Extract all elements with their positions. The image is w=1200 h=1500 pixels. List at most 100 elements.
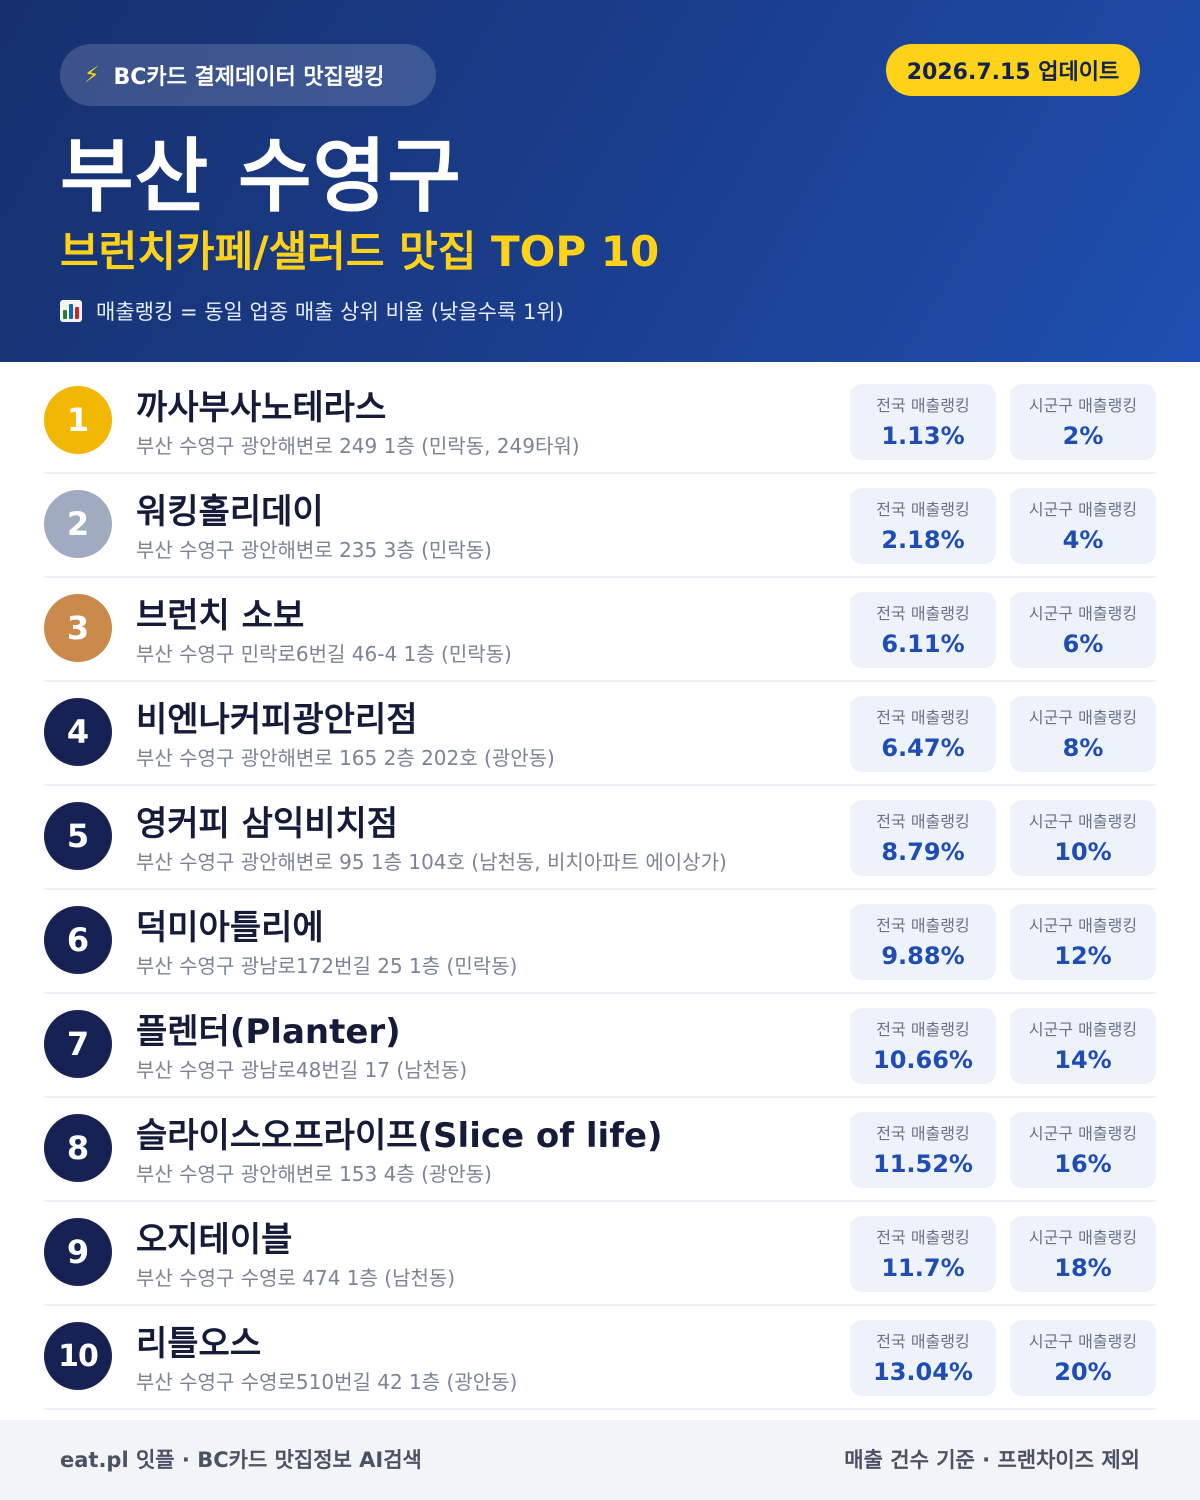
- national-ranking-value: 10.66%: [873, 1046, 973, 1074]
- district-ranking-value: 16%: [1054, 1150, 1112, 1178]
- national-ranking-label: 전국 매출랭킹: [876, 1228, 970, 1247]
- restaurant-address: 부산 수영구 수영로510번길 42 1층 (광안동): [136, 1370, 518, 1394]
- district-ranking-label: 시군구 매출랭킹: [1028, 916, 1138, 935]
- national-ranking-label: 전국 매출랭킹: [876, 916, 970, 935]
- district-ranking-label: 시군구 매출랭킹: [1028, 1332, 1138, 1351]
- restaurant-row[interactable]: 2 워킹홀리데이 부산 수영구 광안해변로 235 3층 (민락동) 전국 매출…: [44, 474, 1156, 578]
- page-subtitle: 브런치카페/샐러드 맛집 TOP 10: [60, 227, 660, 276]
- restaurant-row[interactable]: 3 브런치 소보 부산 수영구 민락로6번길 46-4 1층 (민락동) 전국 …: [44, 578, 1156, 682]
- national-ranking-card: 전국 매출랭킹 2.18%: [850, 488, 996, 564]
- district-ranking-label: 시군구 매출랭킹: [1028, 1020, 1138, 1039]
- restaurant-address: 부산 수영구 수영로 474 1층 (남천동): [136, 1266, 456, 1290]
- district-ranking-label: 시군구 매출랭킹: [1028, 708, 1138, 727]
- source-label: BC카드 결제데이터 맛집랭킹: [113, 65, 385, 90]
- district-ranking-card: 시군구 매출랭킹 14%: [1010, 1008, 1156, 1084]
- district-ranking-value: 2%: [1062, 422, 1104, 450]
- district-ranking-label: 시군구 매출랭킹: [1028, 396, 1138, 415]
- district-ranking-card: 시군구 매출랭킹 16%: [1010, 1112, 1156, 1188]
- restaurant-address: 부산 수영구 광안해변로 153 4층 (광안동): [136, 1162, 492, 1186]
- national-ranking-card: 전국 매출랭킹 9.88%: [850, 904, 996, 980]
- national-ranking-label: 전국 매출랭킹: [876, 1020, 970, 1039]
- restaurant-row[interactable]: 4 비엔나커피광안리점 부산 수영구 광안해변로 165 2층 202호 (광안…: [44, 682, 1156, 786]
- national-ranking-card: 전국 매출랭킹 1.13%: [850, 384, 996, 460]
- district-ranking-value: 4%: [1062, 526, 1104, 554]
- national-ranking-value: 11.52%: [873, 1150, 973, 1178]
- district-ranking-card: 시군구 매출랭킹 2%: [1010, 384, 1156, 460]
- restaurant-name[interactable]: 슬라이스오프라이프(Slice of life): [136, 1116, 663, 1156]
- restaurant-row[interactable]: 7 플렌터(Planter) 부산 수영구 광남로48번길 17 (남천동) 전…: [44, 994, 1156, 1098]
- restaurant-name[interactable]: 브런치 소보: [136, 596, 305, 636]
- district-ranking-value: 20%: [1054, 1358, 1112, 1386]
- national-ranking-label: 전국 매출랭킹: [876, 604, 970, 623]
- district-ranking-label: 시군구 매출랭킹: [1028, 500, 1138, 519]
- restaurant-address: 부산 수영구 광안해변로 235 3층 (민락동): [136, 538, 492, 562]
- lightning-icon: ⚡: [84, 62, 100, 88]
- rank-badge: 1: [44, 386, 112, 454]
- restaurant-row[interactable]: 9 오지테이블 부산 수영구 수영로 474 1층 (남천동) 전국 매출랭킹 …: [44, 1202, 1156, 1306]
- restaurant-name[interactable]: 비엔나커피광안리점: [136, 700, 418, 740]
- restaurant-address: 부산 수영구 광남로172번길 25 1층 (민락동): [136, 954, 518, 978]
- rank-badge: 4: [44, 698, 112, 766]
- footer-criteria: 매출 건수 기준 · 프랜차이즈 제외: [844, 1448, 1140, 1472]
- rank-badge: 9: [44, 1218, 112, 1286]
- national-ranking-value: 6.47%: [881, 734, 965, 762]
- district-ranking-value: 6%: [1062, 630, 1104, 658]
- restaurant-row[interactable]: 8 슬라이스오프라이프(Slice of life) 부산 수영구 광안해변로 …: [44, 1098, 1156, 1202]
- district-ranking-label: 시군구 매출랭킹: [1028, 604, 1138, 623]
- restaurant-address: 부산 수영구 광남로48번길 17 (남천동): [136, 1058, 468, 1082]
- national-ranking-card: 전국 매출랭킹 10.66%: [850, 1008, 996, 1084]
- national-ranking-card: 전국 매출랭킹 8.79%: [850, 800, 996, 876]
- ranking-note: 매출랭킹 = 동일 업종 매출 상위 비율 (낮을수록 1위): [60, 296, 564, 326]
- national-ranking-value: 11.7%: [881, 1254, 965, 1282]
- district-ranking-card: 시군구 매출랭킹 4%: [1010, 488, 1156, 564]
- update-date-badge: 2026.7.15 업데이트: [886, 44, 1140, 96]
- district-ranking-label: 시군구 매출랭킹: [1028, 1228, 1138, 1247]
- restaurant-name[interactable]: 덕미아틀리에: [136, 908, 324, 948]
- restaurant-name[interactable]: 플렌터(Planter): [136, 1012, 401, 1052]
- rank-badge: 2: [44, 490, 112, 558]
- district-ranking-value: 12%: [1054, 942, 1112, 970]
- national-ranking-card: 전국 매출랭킹 13.04%: [850, 1320, 996, 1396]
- restaurant-row[interactable]: 6 덕미아틀리에 부산 수영구 광남로172번길 25 1층 (민락동) 전국 …: [44, 890, 1156, 994]
- restaurant-name[interactable]: 워킹홀리데이: [136, 492, 324, 532]
- rank-badge: 6: [44, 906, 112, 974]
- restaurant-list: 1 까사부사노테라스 부산 수영구 광안해변로 249 1층 (민락동, 249…: [44, 370, 1156, 1410]
- restaurant-name[interactable]: 오지테이블: [136, 1220, 293, 1260]
- district-ranking-value: 10%: [1054, 838, 1112, 866]
- national-ranking-label: 전국 매출랭킹: [876, 812, 970, 831]
- district-ranking-label: 시군구 매출랭킹: [1028, 812, 1138, 831]
- national-ranking-value: 1.13%: [881, 422, 965, 450]
- restaurant-address: 부산 수영구 광안해변로 165 2층 202호 (광안동): [136, 746, 555, 770]
- header-banner: ⚡ BC카드 결제데이터 맛집랭킹 2026.7.15 업데이트 부산 수영구 …: [0, 0, 1200, 362]
- national-ranking-card: 전국 매출랭킹 6.11%: [850, 592, 996, 668]
- restaurant-name[interactable]: 까사부사노테라스: [136, 388, 387, 428]
- district-ranking-value: 8%: [1062, 734, 1104, 762]
- national-ranking-card: 전국 매출랭킹 11.7%: [850, 1216, 996, 1292]
- restaurant-row[interactable]: 1 까사부사노테라스 부산 수영구 광안해변로 249 1층 (민락동, 249…: [44, 370, 1156, 474]
- restaurant-row[interactable]: 10 리틀오스 부산 수영구 수영로510번길 42 1층 (광안동) 전국 매…: [44, 1306, 1156, 1410]
- restaurant-name[interactable]: 영커피 삼익비치점: [136, 804, 399, 844]
- footer: eat.pl 잇플 · BC카드 맛집정보 AI검색 매출 건수 기준 · 프랜…: [0, 1420, 1200, 1500]
- page-title: 부산 수영구: [60, 130, 462, 223]
- rank-badge: 3: [44, 594, 112, 662]
- district-ranking-card: 시군구 매출랭킹 18%: [1010, 1216, 1156, 1292]
- national-ranking-card: 전국 매출랭킹 11.52%: [850, 1112, 996, 1188]
- district-ranking-card: 시군구 매출랭킹 12%: [1010, 904, 1156, 980]
- national-ranking-card: 전국 매출랭킹 6.47%: [850, 696, 996, 772]
- district-ranking-label: 시군구 매출랭킹: [1028, 1124, 1138, 1143]
- national-ranking-value: 13.04%: [873, 1358, 973, 1386]
- district-ranking-card: 시군구 매출랭킹 20%: [1010, 1320, 1156, 1396]
- district-ranking-card: 시군구 매출랭킹 10%: [1010, 800, 1156, 876]
- national-ranking-value: 8.79%: [881, 838, 965, 866]
- footer-source[interactable]: eat.pl 잇플 · BC카드 맛집정보 AI검색: [60, 1448, 422, 1472]
- national-ranking-value: 6.11%: [881, 630, 965, 658]
- rank-badge: 8: [44, 1114, 112, 1182]
- rank-badge: 5: [44, 802, 112, 870]
- national-ranking-value: 2.18%: [881, 526, 965, 554]
- rank-badge: 7: [44, 1010, 112, 1078]
- national-ranking-value: 9.88%: [881, 942, 965, 970]
- restaurant-name[interactable]: 리틀오스: [136, 1324, 262, 1364]
- national-ranking-label: 전국 매출랭킹: [876, 708, 970, 727]
- national-ranking-label: 전국 매출랭킹: [876, 500, 970, 519]
- restaurant-row[interactable]: 5 영커피 삼익비치점 부산 수영구 광안해변로 95 1층 104호 (남천동…: [44, 786, 1156, 890]
